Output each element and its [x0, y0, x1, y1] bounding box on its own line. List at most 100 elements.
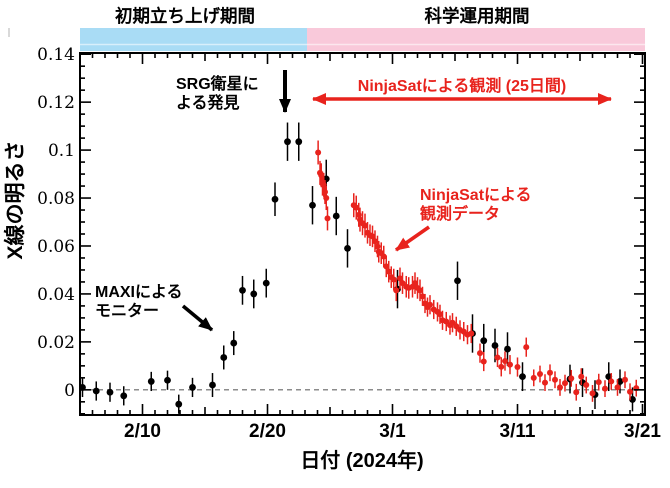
ninjasat-point — [547, 369, 553, 376]
ninjasat-point — [627, 388, 633, 395]
maxi-point — [491, 342, 499, 349]
ninjasat-point — [468, 330, 475, 337]
plot-area: 2/10 2/20 3/1 3/11 3/21 0 0.02 0.04 0.06 0.08 0.1 0… — [37, 45, 661, 442]
maxi-point — [504, 345, 511, 353]
ninjasat-point — [583, 382, 590, 389]
y-tick-label: 0.02 — [37, 333, 75, 353]
ninjasat-point — [323, 195, 330, 202]
ninjasat-point — [372, 238, 378, 245]
ninjasat-point — [477, 350, 483, 357]
ninjasat-point — [443, 318, 450, 325]
ninjasat-point — [380, 253, 387, 260]
ninjasat-point — [562, 380, 568, 387]
maxi-point — [629, 396, 636, 403]
maxi-point — [189, 384, 196, 391]
maxi-point — [344, 244, 351, 252]
maxi-label-line2: モニター — [95, 302, 159, 320]
maxi-point — [239, 286, 246, 294]
y-tick-label: 0 — [64, 381, 75, 401]
ninjasat-point — [602, 385, 608, 392]
ninjasat-point — [494, 354, 501, 361]
y-axis-title: X線の明るさ — [3, 140, 27, 259]
maxi-point — [332, 212, 340, 220]
ninjasat-point — [419, 293, 426, 300]
x-tick-label: 2/20 — [249, 421, 286, 442]
maxi-point — [92, 387, 100, 395]
ninjasat-point — [383, 263, 390, 270]
ninjasat-point — [453, 323, 460, 330]
ninjasat-data-label-line2: 観測データ — [420, 204, 500, 223]
ninjasat-point — [393, 287, 400, 294]
ninjasat-point — [608, 378, 615, 385]
x-tick-label: 3/1 — [379, 421, 406, 442]
maxi-point — [106, 388, 114, 396]
ninjasat-point — [614, 384, 621, 391]
ninjasat-point — [353, 204, 360, 211]
ninjasat-point — [595, 379, 602, 386]
ninjasat-point — [589, 390, 596, 397]
ninjasat-point — [449, 319, 456, 326]
ninjasat-point — [417, 287, 423, 294]
maxi-point — [250, 290, 258, 298]
ninjasat-point — [568, 375, 575, 382]
ninjasat-point — [498, 363, 505, 370]
ninjasat-point — [502, 358, 508, 365]
x-tick-label: 2/10 — [124, 421, 161, 442]
maxi-point — [480, 337, 488, 345]
srg-annotation-line1: SRG衛星に — [176, 74, 259, 93]
ninjasat-point — [397, 275, 403, 282]
ninjasat-point — [322, 189, 328, 196]
ninjasat-point — [537, 371, 543, 378]
ninjasat-point — [427, 301, 433, 308]
maxi-point — [262, 279, 270, 287]
ninjasat-point — [437, 311, 443, 318]
ninjasat-point — [514, 364, 521, 371]
startup-phase-band — [80, 28, 307, 51]
maxi-point — [209, 381, 216, 389]
x-tick-label: 3/11 — [500, 421, 536, 442]
y-tick-label: 0.12 — [37, 93, 75, 113]
ninjasat-data-arrow-icon — [394, 225, 431, 252]
maxi-point — [271, 195, 279, 203]
science-phase-label: 科学運用期間 — [425, 6, 530, 26]
ninjasat-point — [369, 233, 376, 240]
maxi-point — [164, 376, 171, 384]
ninjasat-point — [480, 358, 487, 365]
maxi-point — [295, 138, 303, 146]
ninjasat-point — [385, 268, 392, 275]
maxi-point — [309, 201, 316, 209]
maxi-point — [454, 277, 461, 285]
ninjasat-data-label-line1: NinjaSatによる — [420, 186, 532, 204]
ninjasat-point — [507, 361, 513, 368]
ninjasat-point — [573, 389, 580, 396]
maxi-point — [605, 373, 613, 381]
ninjasat-point — [523, 344, 530, 351]
maxi-point — [120, 392, 128, 400]
ninjasat-span-label: NinjaSatによる観測 (25日間) — [358, 76, 566, 95]
ninjasat-point — [578, 373, 585, 380]
ninjasat-point — [315, 149, 322, 156]
maxi-point — [147, 378, 155, 385]
science-phase-band — [307, 28, 645, 51]
maxi-point — [220, 354, 228, 361]
startup-phase-label: 初期立ち上げ期間 — [115, 6, 255, 26]
y-tick-label: 0.06 — [37, 237, 75, 257]
y-tick-label: 0.14 — [37, 45, 75, 65]
x-axis-title: 日付 (2024年) — [300, 448, 423, 472]
ninjasat-point — [412, 280, 418, 287]
ninjasat-point — [374, 243, 381, 250]
srg-annotation-line2: よる発見 — [176, 93, 240, 112]
ninjasat-point — [324, 215, 331, 222]
maxi-point — [616, 378, 624, 385]
ninjasat-point — [622, 376, 628, 383]
y-tick-label: 0.04 — [37, 285, 75, 305]
ninjasat-point — [362, 222, 368, 229]
ninjasat-point — [390, 276, 397, 283]
x-tick-label: 3/21 — [624, 421, 661, 442]
ninjasat-point — [530, 374, 537, 381]
ninjasat-point — [552, 376, 558, 383]
ninjasat-point — [557, 384, 563, 391]
y-tick-label: 0.1 — [48, 141, 75, 161]
ninjasat-point — [399, 280, 406, 287]
